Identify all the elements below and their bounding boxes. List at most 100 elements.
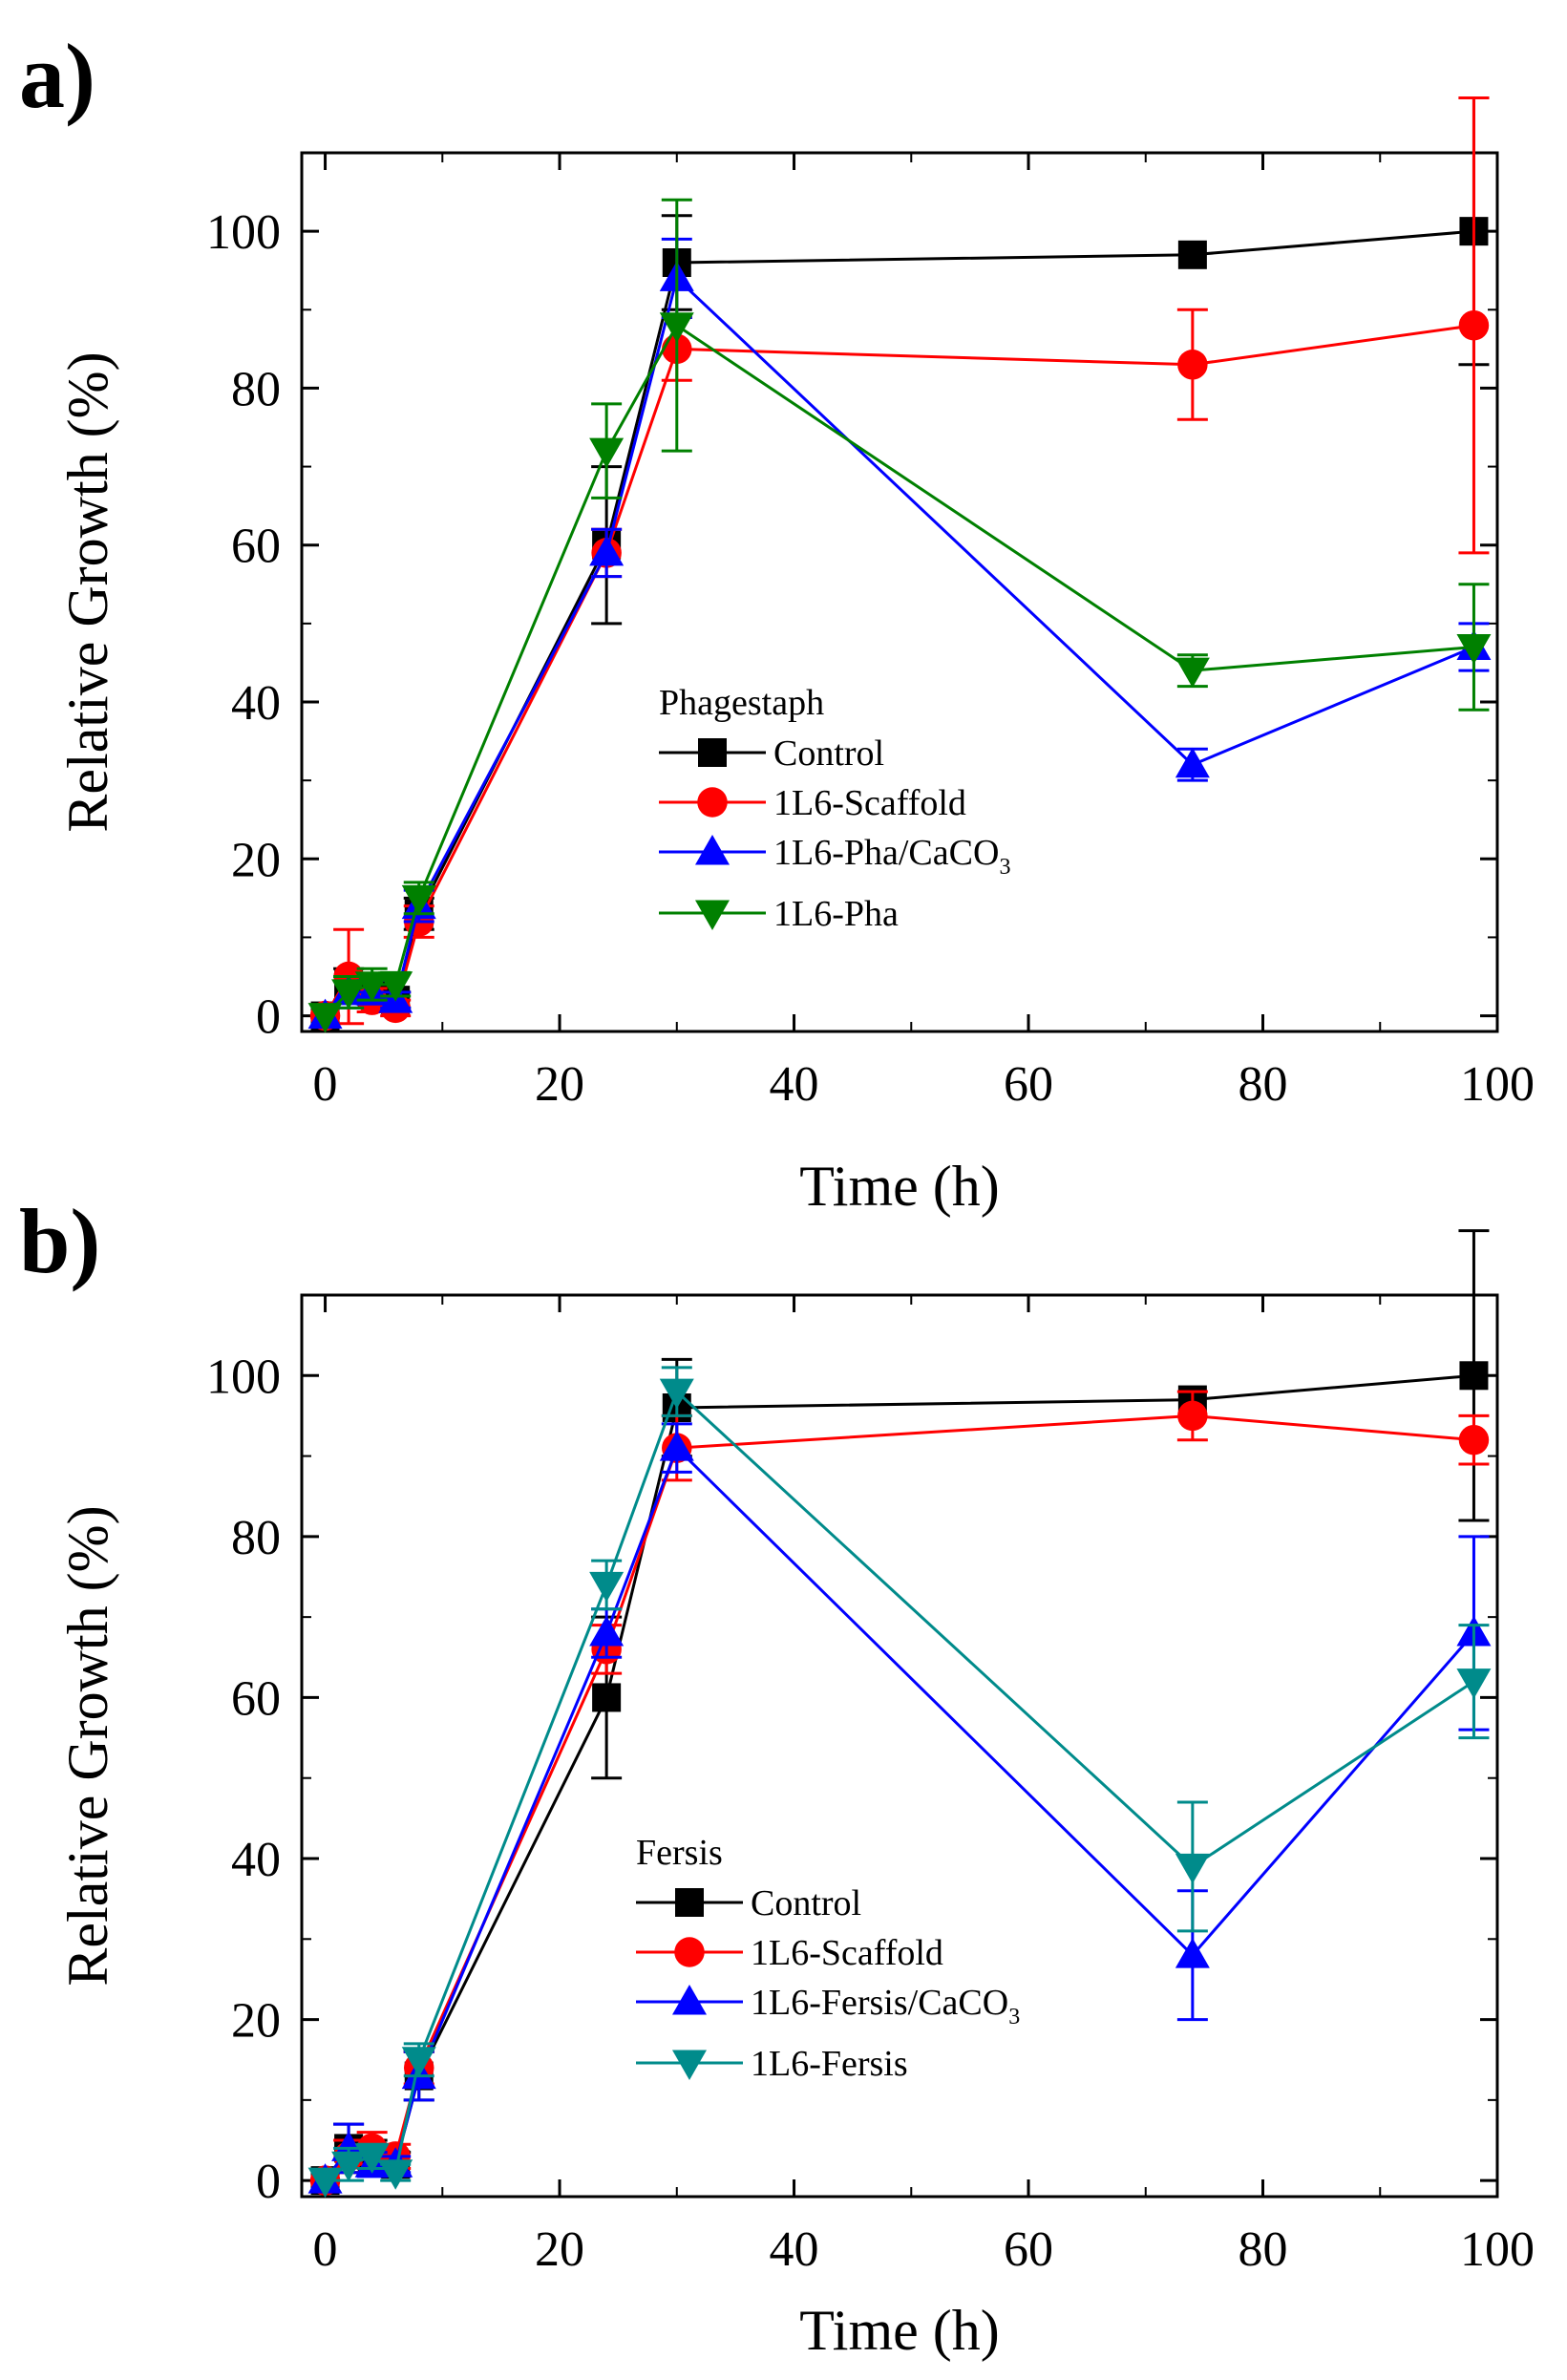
panel-b-series	[307, 1229, 1492, 2199]
panel-a-legend-title: Phagestaph	[659, 683, 824, 723]
x-tick-label: 20	[535, 1057, 584, 1112]
data-point	[378, 971, 413, 1002]
legend-label: 1L6-Fersis	[751, 2044, 908, 2084]
legend-marker	[697, 787, 728, 818]
data-point	[1177, 240, 1207, 269]
panel-b-legend-title: Fersis	[636, 1833, 723, 1873]
y-tick-label: 80	[231, 1511, 281, 1565]
series-1l6-fersis	[307, 1366, 1492, 2199]
legend-label: 1L6-Scaffold	[773, 783, 966, 823]
panel-a-x-axis-title: Time (h)	[799, 1155, 999, 1218]
panel-b-y-axis-title: Relative Growth (%)	[56, 1505, 119, 1986]
panel-b-plot-frame	[300, 1293, 1499, 2199]
x-tick-label: 0	[313, 1057, 338, 1112]
x-tick-label: 80	[1239, 1057, 1288, 1112]
y-tick-label: 80	[231, 362, 281, 416]
data-point	[589, 1571, 625, 1603]
data-point	[331, 2151, 367, 2182]
data-point	[589, 535, 625, 566]
legend-item: 1L6-Scaffold	[659, 783, 966, 823]
data-point	[1456, 634, 1492, 665]
legend-item: 1L6-Pha/CaCO3	[659, 833, 1010, 880]
y-tick-label: 100	[206, 205, 281, 260]
panel-a-legend: Phagestaph Control 1L6-Scaffold 1L6-Pha/Ca…	[659, 683, 1010, 934]
x-tick-label: 80	[1239, 2222, 1288, 2277]
panel-a-y-axis-title: Relative Growth (%)	[56, 351, 119, 832]
y-tick-label: 60	[231, 1671, 281, 1726]
y-tick-label: 20	[231, 833, 281, 887]
data-point	[1459, 1361, 1489, 1391]
x-tick-label: 0	[313, 2222, 338, 2277]
x-tick-label: 40	[770, 2222, 819, 2277]
legend-item: Control	[636, 1883, 861, 1923]
panel-a-label: a)	[19, 25, 95, 127]
data-point	[331, 979, 367, 1009]
legend-item: Control	[659, 733, 884, 774]
legend-label: 1L6-Pha	[773, 894, 899, 934]
panel-a: a) 0 20 40 60 80 100 0 20 40 60 80 100 Time (h) Re…	[19, 25, 1535, 1218]
data-point	[307, 2167, 343, 2199]
panel-a-x-ticks: 0 20 40 60 80 100	[313, 153, 1535, 1112]
x-tick-label: 60	[1004, 2222, 1053, 2277]
legend-marker	[672, 1985, 707, 2015]
series-1l6-pha	[307, 198, 1492, 1033]
legend-label: Control	[751, 1883, 861, 1923]
legend-item: 1L6-Fersis/CaCO3	[636, 1983, 1020, 2029]
data-point	[592, 1683, 622, 1712]
legend-label: 1L6-Fersis/CaCO3	[751, 1983, 1020, 2029]
legend-marker	[695, 835, 730, 865]
data-point	[659, 1431, 694, 1461]
panel-a-series	[307, 96, 1492, 1033]
data-point	[1175, 747, 1210, 778]
data-point	[307, 1003, 343, 1033]
data-point	[1458, 309, 1490, 341]
data-point	[1177, 350, 1208, 380]
legend-marker	[698, 738, 727, 767]
legend-label: Control	[773, 733, 884, 774]
y-tick-label: 0	[256, 2155, 281, 2209]
data-point	[659, 1378, 694, 1410]
data-point	[1175, 1853, 1210, 1884]
x-tick-label: 20	[535, 2222, 584, 2277]
data-point	[1175, 1938, 1210, 1968]
panel-a-y-ticks: 0 20 40 60 80 100	[206, 152, 1497, 1045]
legend-label: 1L6-Pha/CaCO3	[773, 833, 1010, 880]
legend-item: 1L6-Scaffold	[636, 1933, 943, 1973]
panel-b-x-axis-title: Time (h)	[799, 2299, 999, 2362]
data-point	[589, 437, 625, 469]
data-point	[354, 971, 390, 1002]
y-tick-label: 40	[231, 1833, 281, 1887]
legend-marker	[695, 900, 730, 930]
data-point	[401, 884, 436, 916]
legend-item: 1L6-Fersis	[636, 2044, 908, 2084]
data-point	[659, 312, 694, 343]
panel-b: b) 0 20 40 60 80 100 0 20 40 60 80 100 Time (h) Re…	[19, 1190, 1535, 2362]
panel-a-plot-frame	[300, 151, 1499, 1033]
x-tick-label: 100	[1460, 1057, 1535, 1112]
data-point	[589, 1616, 625, 1647]
data-point	[1177, 1400, 1208, 1432]
legend-marker	[675, 1888, 704, 1917]
x-tick-label: 40	[770, 1057, 819, 1112]
data-point	[1175, 657, 1210, 689]
data-point	[401, 2047, 436, 2077]
y-tick-label: 0	[256, 990, 281, 1045]
y-tick-label: 60	[231, 520, 281, 574]
x-tick-label: 100	[1460, 2222, 1535, 2277]
panel-b-x-ticks: 0 20 40 60 80 100	[313, 1295, 1535, 2277]
data-point	[354, 2143, 390, 2174]
legend-marker	[672, 2050, 707, 2080]
data-point	[1458, 1424, 1490, 1456]
x-tick-label: 60	[1004, 1057, 1053, 1112]
panel-b-label: b)	[19, 1190, 100, 1292]
legend-item: 1L6-Pha	[659, 894, 899, 934]
y-tick-label: 40	[231, 676, 281, 731]
y-tick-label: 20	[231, 1994, 281, 2049]
panel-b-y-ticks: 0 20 40 60 80 100	[206, 1294, 1497, 2209]
y-tick-label: 100	[206, 1349, 281, 1404]
panel-b-legend: Fersis Control 1L6-Scaffold 1L6-Fersis/CaC…	[636, 1833, 1020, 2084]
data-point	[378, 2159, 413, 2190]
data-point	[1456, 1668, 1492, 1699]
legend-marker	[674, 1937, 705, 1967]
